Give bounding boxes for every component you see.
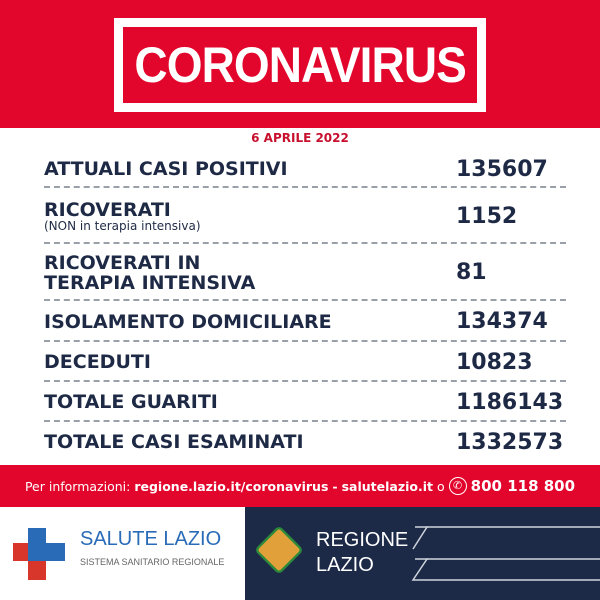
- stat-label: ATTUALI CASI POSITIVI: [44, 158, 288, 180]
- info-prefix: Per informazioni:: [24, 478, 131, 494]
- stat-label: RICOVERATI IN TERAPIA INTENSIVA: [44, 251, 256, 294]
- stat-value: 1332573: [456, 429, 564, 455]
- stat-value: 10823: [456, 349, 533, 375]
- salute-lazio-subtitle: SISTEMA SANITARIO REGIONALE: [80, 557, 225, 567]
- stat-row: RICOVERATI IN TERAPIA INTENSIVA 81: [44, 246, 566, 301]
- stat-row: ISOLAMENTO DOMICILIARE 134374: [44, 303, 566, 342]
- stat-label: DECEDUTI: [44, 351, 151, 373]
- cross-logo-icon: [13, 543, 28, 561]
- phone-icon: ✆: [448, 477, 467, 495]
- title-box: CORONAVIRUS: [114, 18, 486, 112]
- stat-value: 134374: [456, 309, 548, 334]
- stat-value: 1186143: [456, 389, 564, 415]
- stat-row: RICOVERATI (NON in terapia intensiva) 1152: [44, 190, 566, 244]
- header-banner: CORONAVIRUS: [0, 0, 600, 128]
- stat-value: 135607: [456, 156, 548, 182]
- stat-label: TOTALE GUARITI: [44, 391, 218, 413]
- stat-sublabel: (NON in terapia intensiva): [44, 218, 201, 233]
- regione-line2: LAZIO: [316, 554, 374, 576]
- regione-lazio-panel: [245, 507, 600, 600]
- link-regione[interactable]: regione.lazio.it/coronavirus: [134, 478, 329, 494]
- phone-number[interactable]: 800 118 800: [470, 477, 576, 495]
- link-salutelazio[interactable]: salutelazio.it: [341, 478, 433, 494]
- stat-label: RICOVERATI: [44, 198, 171, 221]
- stat-label: ISOLAMENTO DOMICILIARE: [44, 310, 332, 333]
- cross-logo-icon: [28, 561, 46, 580]
- salute-lazio-name: SALUTE LAZIO: [80, 528, 222, 550]
- page-title: CORONAVIRUS: [134, 37, 466, 93]
- stat-row: TOTALE GUARITI 1186143: [44, 384, 566, 422]
- stat-row: DECEDUTI 10823: [44, 344, 566, 382]
- stat-value: 1152: [456, 203, 518, 229]
- info-bar: Per informazioni: regione.lazio.it/coron…: [0, 465, 600, 507]
- stat-label: TOTALE CASI ESAMINATI: [44, 431, 304, 453]
- regione-line1: REGIONE: [316, 529, 409, 551]
- stat-row: ATTUALI CASI POSITIVI 135607: [44, 152, 566, 188]
- decorative-lines: [411, 526, 600, 581]
- info-or: o: [437, 478, 445, 494]
- info-separator: -: [332, 478, 338, 494]
- stat-row: TOTALE CASI ESAMINATI 1332573: [44, 424, 566, 460]
- stat-value: 81: [456, 260, 487, 285]
- report-date: 6 APRILE 2022: [251, 131, 349, 145]
